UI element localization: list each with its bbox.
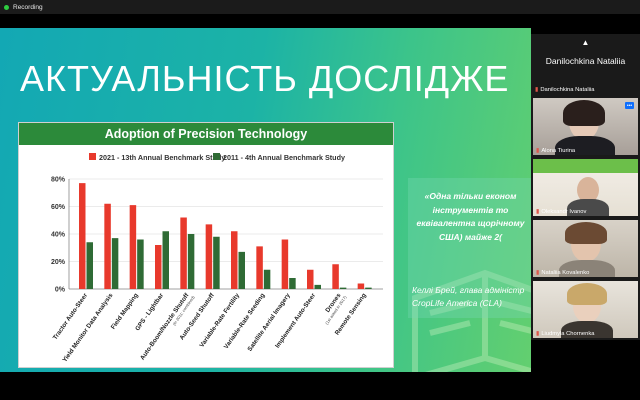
quote-author: Келлі Брей, глава адміністр CropLife Ame…	[412, 285, 525, 308]
participant-tile-0-label: ▮ Danilochkina Nataliia	[535, 86, 595, 94]
top-bar: Recording	[0, 0, 640, 14]
bar	[187, 234, 195, 289]
mic-muted-icon: ▮	[536, 331, 540, 337]
shared-slide: АКТУАЛЬНІСТЬ ДОСЛІДЖЕ Adoption of Precis…	[0, 28, 531, 372]
participant-tile-1[interactable]: ••• ▮ Alona Tiurina	[533, 98, 638, 155]
slide-title: АКТУАЛЬНІСТЬ ДОСЛІДЖЕ	[20, 58, 510, 99]
recording-dot-icon	[4, 4, 9, 10]
y-tick-label: 60%	[51, 204, 66, 211]
bar	[86, 242, 93, 289]
bar	[111, 238, 119, 289]
bar	[289, 278, 296, 289]
bar	[129, 205, 137, 289]
bar	[314, 284, 321, 289]
bar	[104, 203, 111, 289]
quote-box	[408, 178, 531, 318]
scroll-up-icon[interactable]: ▲	[581, 38, 590, 47]
participant-name: Alona Tiurina	[541, 147, 576, 154]
x-tick-label: Yield Monitor Data Analysis	[61, 292, 114, 364]
bar	[180, 217, 187, 289]
mic-muted-icon: ▮	[536, 148, 540, 154]
y-tick-label: 80%	[51, 177, 66, 184]
chart-card: Adoption of Precision Technology 2021 - …	[18, 122, 394, 368]
mic-muted-icon: ▮	[535, 87, 539, 93]
recording-indicator: Recording	[4, 2, 43, 12]
bar	[263, 269, 271, 289]
bar	[357, 283, 365, 289]
bar	[332, 264, 339, 289]
participant-name: Liudmyla Chornenka	[541, 330, 595, 337]
y-tick-label: 40%	[51, 232, 66, 239]
bar	[238, 251, 245, 289]
x-tick-label: Satellite Aerial Imagery	[246, 292, 292, 353]
legend-swatch	[89, 153, 96, 160]
book-decoration-icon	[412, 269, 531, 372]
participant-name: Oleksandr Ivanov	[541, 208, 587, 215]
mic-muted-icon: ▮	[536, 270, 540, 276]
mic-muted-icon: ▮	[536, 209, 540, 215]
bar	[213, 236, 220, 289]
y-tick-label: 0%	[55, 287, 66, 294]
participant-name: Danilochkina Nataliia	[540, 86, 595, 93]
legend-label: 2021 - 13th Annual Benchmark Study	[99, 153, 225, 162]
recording-label: Recording	[13, 3, 43, 11]
bar	[162, 231, 169, 289]
participant-tile-3[interactable]: ▮ Nataliia Kovalenko	[533, 220, 638, 277]
bar	[231, 231, 238, 289]
bar	[79, 183, 86, 289]
legend-swatch	[213, 153, 220, 160]
y-tick-label: 20%	[51, 259, 66, 266]
x-tick-label: Auto-Boom/Nozzle Shutoff	[139, 291, 191, 361]
more-options-icon[interactable]: •••	[625, 102, 634, 109]
bar	[281, 239, 289, 289]
bar	[365, 287, 372, 289]
bar	[205, 224, 213, 289]
bar	[155, 245, 162, 289]
legend-label: 2011 - 4th Annual Benchmark Study	[223, 153, 345, 162]
bar	[307, 269, 314, 289]
participant-tile-2[interactable]: ▮ Oleksandr Ivanov	[533, 159, 638, 216]
bar	[137, 239, 144, 289]
active-speaker-name: Danilochkina Nataliia	[545, 56, 626, 66]
chart-title: Adoption of Precision Technology	[19, 123, 393, 145]
bar	[256, 246, 263, 289]
participant-tile-4[interactable]: ▮ Liudmyla Chornenka	[533, 281, 638, 338]
quote-text: «Одна тільки економ інструментів то екві…	[416, 191, 525, 242]
bar	[339, 287, 347, 289]
participant-name: Nataliia Kovalenko	[541, 269, 590, 276]
